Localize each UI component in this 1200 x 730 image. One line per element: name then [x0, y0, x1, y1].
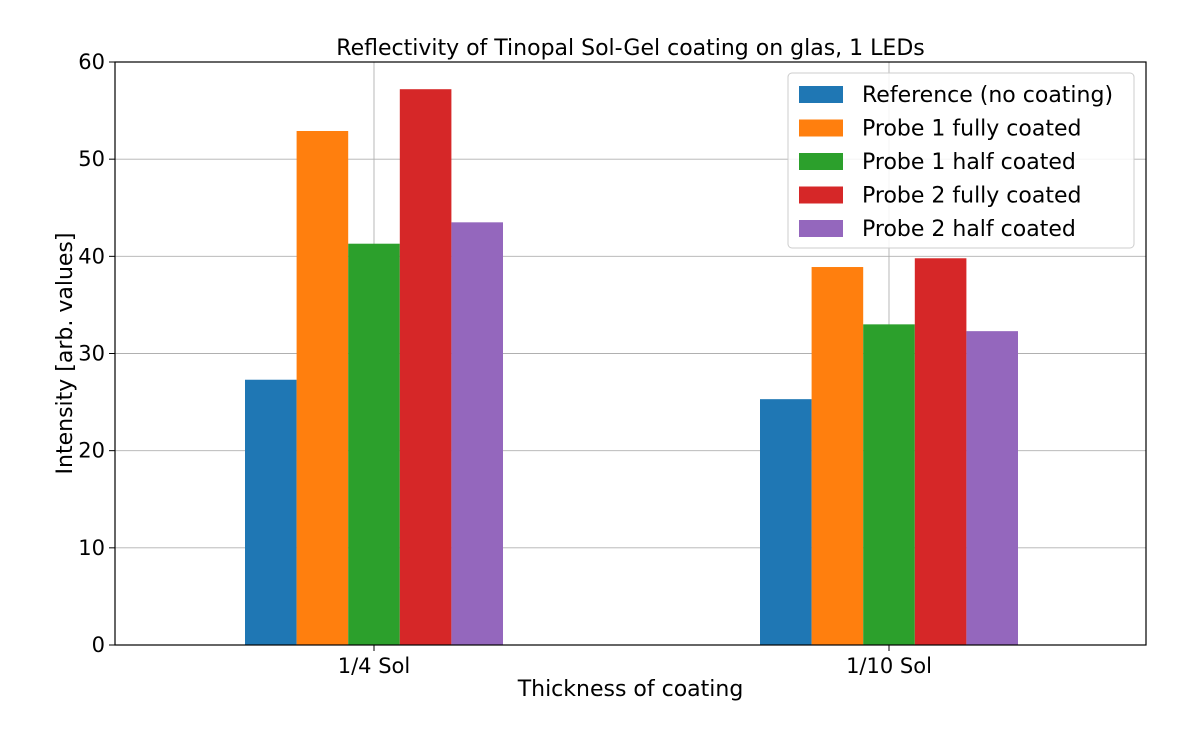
- y-axis-label: Intensity [arb. values]: [53, 233, 78, 475]
- legend-label: Probe 2 half coated: [862, 217, 1076, 242]
- legend-swatch: [799, 86, 843, 103]
- legend-swatch: [799, 119, 843, 137]
- chart-title: Reflectivity of Tinopal Sol-Gel coating …: [336, 36, 924, 61]
- bar: [451, 222, 503, 645]
- bar: [811, 267, 864, 645]
- y-tick-label: 30: [78, 342, 105, 366]
- legend-label: Probe 1 fully coated: [862, 117, 1081, 142]
- bar: [245, 379, 297, 645]
- legend: Reference (no coating) Probe 1 fully coat…: [787, 72, 1135, 249]
- bar: [399, 89, 452, 645]
- y-tick-label: 10: [78, 536, 105, 560]
- legend-label: Probe 1 half coated: [862, 150, 1076, 175]
- y-tick-label: 20: [78, 439, 105, 463]
- legend-swatch: [799, 153, 843, 170]
- bar: [760, 399, 812, 645]
- y-tick-label: 40: [78, 244, 105, 268]
- x-tick-label: 1/10 Sol: [846, 654, 932, 678]
- legend-label: Reference (no coating): [862, 83, 1113, 108]
- y-tick-label: 60: [78, 50, 105, 74]
- y-tick-label: 0: [92, 633, 105, 657]
- x-axis-label: Thickness of coating: [517, 677, 744, 702]
- legend-swatch: [799, 186, 843, 204]
- legend-label: Probe 2 fully coated: [862, 184, 1081, 209]
- bars: [245, 89, 1018, 645]
- y-tick-label: 50: [78, 147, 105, 171]
- legend-box: [787, 72, 1135, 249]
- bar: [348, 243, 400, 645]
- x-tick-label: 1/4 Sol: [338, 654, 411, 678]
- axis-ticks: 0 10 20 30 40 50 60 1/4 Sol 1/10 Sol: [78, 50, 932, 678]
- legend-swatch: [799, 220, 843, 237]
- bar: [296, 130, 349, 645]
- bar: [863, 324, 915, 645]
- bar: [966, 331, 1018, 645]
- bar: [914, 258, 967, 645]
